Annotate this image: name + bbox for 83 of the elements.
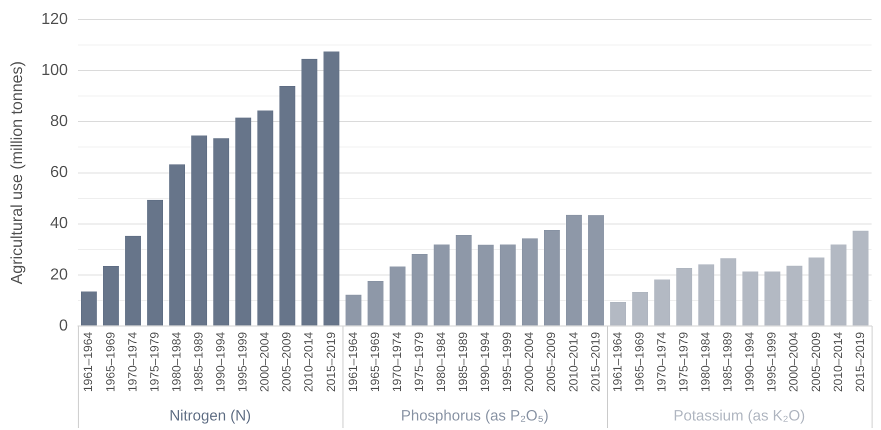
bar (852, 230, 869, 326)
x-tick-label: 2010–2014 (302, 332, 316, 392)
x-tick-label: 1970–1974 (390, 332, 404, 392)
x-tick-label: 1995–1999 (764, 332, 779, 392)
bar (632, 292, 648, 326)
bar (720, 258, 736, 326)
x-tick-label: 1995–1999 (236, 332, 250, 392)
x-tick-label: 1975–1979 (676, 332, 691, 392)
x-tick-label: 2000–2004 (258, 332, 272, 392)
x-tick-label: 1990–1994 (478, 332, 492, 392)
x-tick-label: 2015–2019 (852, 332, 867, 392)
y-axis-title: Agricultural use (million tonnes) (9, 61, 26, 284)
bar (346, 294, 362, 326)
y-tick-label: 20 (50, 266, 68, 284)
x-tick-label: 1985–1989 (456, 332, 470, 392)
y-tick-label: 40 (50, 215, 68, 232)
x-tick-label: 1961–1964 (346, 332, 360, 392)
bar (808, 258, 824, 326)
y-tick-label: 100 (41, 62, 68, 80)
x-tick-label: 1995–1999 (500, 332, 514, 392)
bar (588, 215, 604, 326)
bar (169, 164, 186, 326)
x-tick-label: 1965–1969 (103, 332, 118, 392)
x-tick-label: 2005–2009 (808, 332, 823, 392)
x-tick-label: 1961–1964 (610, 332, 624, 392)
bar (368, 281, 384, 326)
bar (654, 279, 670, 326)
bar (390, 266, 406, 326)
bar (191, 135, 208, 326)
bar (610, 302, 626, 326)
bar (324, 52, 340, 326)
x-tick-label: 1980–1984 (169, 332, 184, 392)
bar (742, 272, 758, 326)
bar (213, 138, 230, 326)
bar (235, 118, 252, 326)
x-tick-label: 1980–1984 (698, 332, 713, 392)
y-tick-label: 0 (58, 317, 68, 334)
x-tick-label: 1975–1979 (147, 332, 162, 392)
bar (544, 230, 560, 326)
bar (478, 244, 494, 326)
x-tick-label: 2005–2009 (544, 332, 558, 392)
bar (764, 272, 780, 326)
bar (676, 268, 692, 326)
bar (456, 235, 472, 326)
x-tick-label: 1970–1974 (654, 332, 668, 392)
x-tick-label: 2015–2019 (588, 332, 602, 392)
text: Potassium (as K₂O) (673, 408, 806, 425)
bar (434, 244, 450, 326)
bar (279, 86, 296, 326)
x-tick-label: 1985–1989 (720, 332, 735, 392)
bar (301, 58, 318, 326)
x-tick-label: 2010–2014 (566, 332, 580, 392)
x-tick-label: 1985–1989 (191, 332, 206, 392)
y-tick-label: 80 (50, 113, 68, 130)
x-tick-label: 1975–1979 (412, 332, 426, 392)
bar (522, 238, 538, 326)
x-tick-label: 1990–1994 (214, 332, 228, 392)
y-tick-label: 60 (50, 164, 68, 182)
bar (698, 264, 714, 326)
bar (147, 200, 163, 326)
bar (566, 214, 582, 326)
x-tick-label: 1970–1974 (125, 332, 140, 392)
x-tick-label: 1965–1969 (368, 332, 382, 392)
bar (80, 291, 97, 326)
bar (500, 244, 516, 326)
bar (257, 110, 274, 326)
x-tick-label: 2010–2014 (830, 332, 845, 392)
bar (412, 254, 428, 326)
x-tick-label: 1990–1994 (742, 332, 757, 392)
text: Nitrogen (N) (169, 408, 252, 425)
bar (125, 236, 141, 326)
x-tick-label: 1965–1969 (632, 332, 646, 392)
x-tick-label: 1961–1964 (81, 332, 96, 392)
bar (786, 266, 802, 326)
x-tick-label: 2000–2004 (522, 332, 536, 392)
y-tick-label: 120 (41, 11, 68, 28)
x-tick-label: 2005–2009 (280, 332, 294, 392)
x-tick-label: 2015–2019 (324, 332, 338, 392)
x-tick-label: 2000–2004 (786, 332, 801, 392)
bar (830, 244, 846, 326)
bar (103, 266, 119, 326)
text: Phosphorus (as P₂O₅) (400, 408, 549, 425)
x-tick-label: 1980–1984 (434, 332, 448, 392)
